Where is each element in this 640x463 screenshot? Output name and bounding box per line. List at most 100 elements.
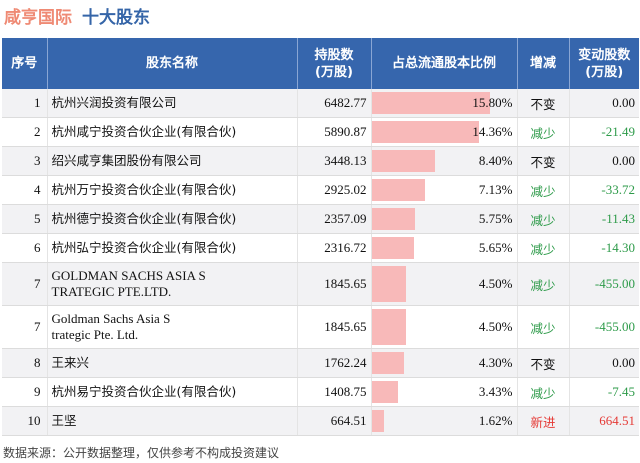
ratio-cell: 4.50% (371, 306, 517, 349)
delta-shares-cell: -14.30 (569, 234, 639, 263)
page-title: 咸亨国际 十大股东 (4, 2, 150, 28)
shareholder-name-cell: 王来兴 (47, 349, 297, 378)
shareholder-name-cell: 杭州易宁投资合伙企业(有限合伙) (47, 378, 297, 407)
rank-cell: 6 (2, 234, 47, 263)
shareholder-name-cell: 杭州弘宁投资合伙企业(有限合伙) (47, 234, 297, 263)
ratio-cell: 15.80% (371, 89, 517, 118)
header-ratio: 占总流通股本比例 (371, 38, 517, 89)
delta-shares-cell: -33.72 (569, 176, 639, 205)
change-cell: 不变 (517, 89, 569, 118)
header-shares-line2: (万股) (315, 65, 353, 80)
change-cell: 减少 (517, 176, 569, 205)
change-cell: 减少 (517, 263, 569, 306)
shares-cell: 2357.09 (297, 205, 371, 234)
ratio-label: 5.65% (372, 240, 517, 256)
shareholder-name-line: 王来兴 (52, 355, 90, 370)
table-row: 7 GOLDMAN SACHS ASIA S TRATEGIC PTE.LTD. 18… (2, 263, 639, 306)
table-row: 1 杭州兴润投资有限公司 6482.77 15.80% 不变 0.00 (2, 89, 639, 118)
delta-shares-cell: 664.51 (569, 407, 639, 436)
header-shares: 持股数 (万股) (297, 38, 371, 89)
shareholder-name-cell: 杭州德宁投资合伙企业(有限合伙) (47, 205, 297, 234)
change-cell: 减少 (517, 306, 569, 349)
shares-cell: 1845.65 (297, 306, 371, 349)
shareholder-name-line: 杭州兴润投资有限公司 (52, 95, 177, 110)
ratio-label: 4.50% (372, 319, 517, 335)
delta-shares-cell: -455.00 (569, 263, 639, 306)
shares-cell: 1845.65 (297, 263, 371, 306)
rank-cell: 1 (2, 89, 47, 118)
shareholder-name-line: 杭州万宁投资合伙企业(有限合伙) (52, 182, 237, 197)
shareholder-name-cell: 杭州万宁投资合伙企业(有限合伙) (47, 176, 297, 205)
table-row: 4 杭州万宁投资合伙企业(有限合伙) 2925.02 7.13% 减少 -33.72 (2, 176, 639, 205)
shareholder-name-line: trategic Pte. Ltd. (52, 327, 139, 342)
ratio-cell: 1.62% (371, 407, 517, 436)
rank-cell: 10 (2, 407, 47, 436)
change-cell: 减少 (517, 118, 569, 147)
table-row: 6 杭州弘宁投资合伙企业(有限合伙) 2316.72 5.65% 减少 -14.30 (2, 234, 639, 263)
delta-shares-cell: 0.00 (569, 349, 639, 378)
ratio-label: 1.62% (372, 413, 517, 429)
table-row: 2 杭州咸宁投资合伙企业(有限合伙) 5890.87 14.36% 减少 -21.49 (2, 118, 639, 147)
delta-shares-cell: 0.00 (569, 147, 639, 176)
table-row: 5 杭州德宁投资合伙企业(有限合伙) 2357.09 5.75% 减少 -11.43 (2, 205, 639, 234)
table-row: 9 杭州易宁投资合伙企业(有限合伙) 1408.75 3.43% 减少 -7.45 (2, 378, 639, 407)
delta-shares-cell: -455.00 (569, 306, 639, 349)
shareholder-name-line: 杭州德宁投资合伙企业(有限合伙) (52, 211, 237, 226)
shares-cell: 5890.87 (297, 118, 371, 147)
shares-cell: 6482.77 (297, 89, 371, 118)
rank-cell: 7 (2, 263, 47, 306)
company-name: 咸亨国际 (4, 3, 72, 28)
ratio-cell: 4.30% (371, 349, 517, 378)
ratio-cell: 8.40% (371, 147, 517, 176)
header-delta-line2: (万股) (585, 65, 623, 80)
rank-cell: 7 (2, 306, 47, 349)
ratio-label: 14.36% (372, 124, 517, 140)
header-delta: 变动股数 (万股) (569, 38, 639, 89)
shareholder-name-line: 杭州弘宁投资合伙企业(有限合伙) (52, 240, 237, 255)
shareholder-name-line: 王坚 (52, 413, 77, 428)
header-rank: 序号 (2, 38, 47, 89)
ratio-label: 4.50% (372, 276, 517, 292)
change-cell: 减少 (517, 205, 569, 234)
table-row: 3 绍兴咸亨集团股份有限公司 3448.13 8.40% 不变 0.00 (2, 147, 639, 176)
table-body: 1 杭州兴润投资有限公司 6482.77 15.80% 不变 0.00 2 杭州咸宁投资合伙企… (2, 89, 639, 436)
ratio-label: 15.80% (372, 95, 517, 111)
rank-cell: 4 (2, 176, 47, 205)
rank-cell: 2 (2, 118, 47, 147)
delta-shares-cell: 0.00 (569, 89, 639, 118)
delta-shares-cell: -11.43 (569, 205, 639, 234)
rank-cell: 9 (2, 378, 47, 407)
ratio-cell: 14.36% (371, 118, 517, 147)
ratio-label: 4.30% (372, 355, 517, 371)
change-cell: 减少 (517, 234, 569, 263)
ratio-label: 7.13% (372, 182, 517, 198)
data-source-note: 数据来源：公开数据整理，仅供参考不构成投资建议 (3, 444, 279, 461)
header-name: 股东名称 (47, 38, 297, 89)
header-delta-line1: 变动股数 (578, 48, 630, 63)
shareholder-name-cell: 杭州咸宁投资合伙企业(有限合伙) (47, 118, 297, 147)
table-row: 8 王来兴 1762.24 4.30% 不变 0.00 (2, 349, 639, 378)
shareholder-name-line: GOLDMAN SACHS ASIA S (52, 268, 206, 283)
section-title: 十大股东 (82, 3, 150, 28)
rank-cell: 5 (2, 205, 47, 234)
shares-cell: 1408.75 (297, 378, 371, 407)
ratio-label: 3.43% (372, 384, 517, 400)
shares-cell: 2925.02 (297, 176, 371, 205)
rank-cell: 8 (2, 349, 47, 378)
ratio-label: 8.40% (372, 153, 517, 169)
ratio-label: 5.75% (372, 211, 517, 227)
ratio-cell: 3.43% (371, 378, 517, 407)
shareholder-name-cell: 绍兴咸亨集团股份有限公司 (47, 147, 297, 176)
shareholder-name-line: 杭州易宁投资合伙企业(有限合伙) (52, 384, 237, 399)
shares-cell: 2316.72 (297, 234, 371, 263)
ratio-cell: 7.13% (371, 176, 517, 205)
table-header-row: 序号 股东名称 持股数 (万股) 占总流通股本比例 增减 变动股数 (万股) (2, 38, 639, 89)
shareholder-name-line: 绍兴咸亨集团股份有限公司 (52, 153, 202, 168)
shareholder-name-line: TRATEGIC PTE.LTD. (52, 284, 172, 299)
shareholder-name-line: Goldman Sachs Asia S (52, 311, 171, 326)
shares-cell: 1762.24 (297, 349, 371, 378)
change-cell: 减少 (517, 378, 569, 407)
delta-shares-cell: -7.45 (569, 378, 639, 407)
